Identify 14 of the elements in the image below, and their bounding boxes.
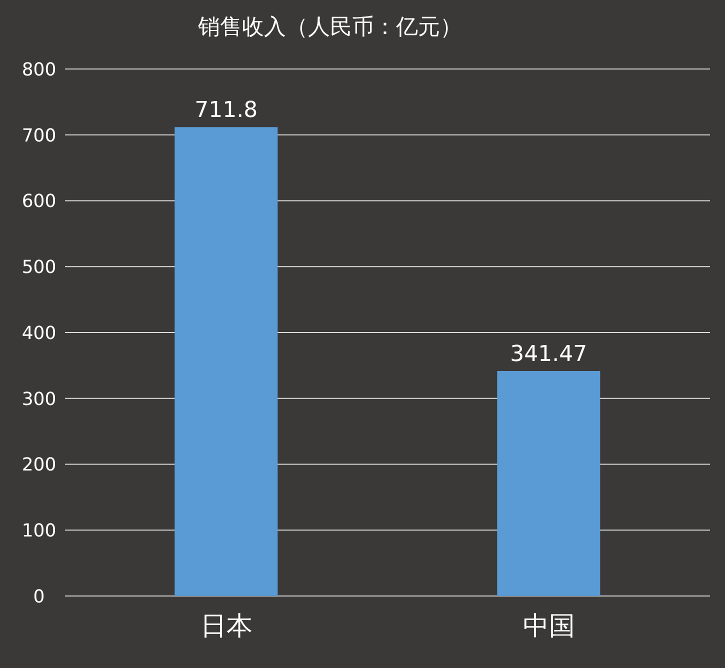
y-tick-label: 100: [22, 520, 56, 542]
y-tick-label: 800: [22, 59, 56, 80]
y-tick-label: 300: [22, 388, 56, 410]
y-tick-label: 200: [22, 454, 56, 476]
x-tick-label: 中国: [522, 611, 575, 642]
chart-title: 销售收入（人民币：亿元）: [197, 14, 463, 42]
y-tick-label: 0: [33, 586, 45, 608]
y-tick-label: 700: [22, 125, 56, 146]
x-tick-label: 日本: [200, 611, 252, 642]
y-tick-label: 600: [22, 191, 56, 212]
y-tick-label: 500: [22, 257, 56, 278]
data-label: 341.47: [510, 342, 588, 368]
y-tick-label: 400: [22, 322, 56, 344]
data-label: 711.8: [194, 98, 258, 124]
